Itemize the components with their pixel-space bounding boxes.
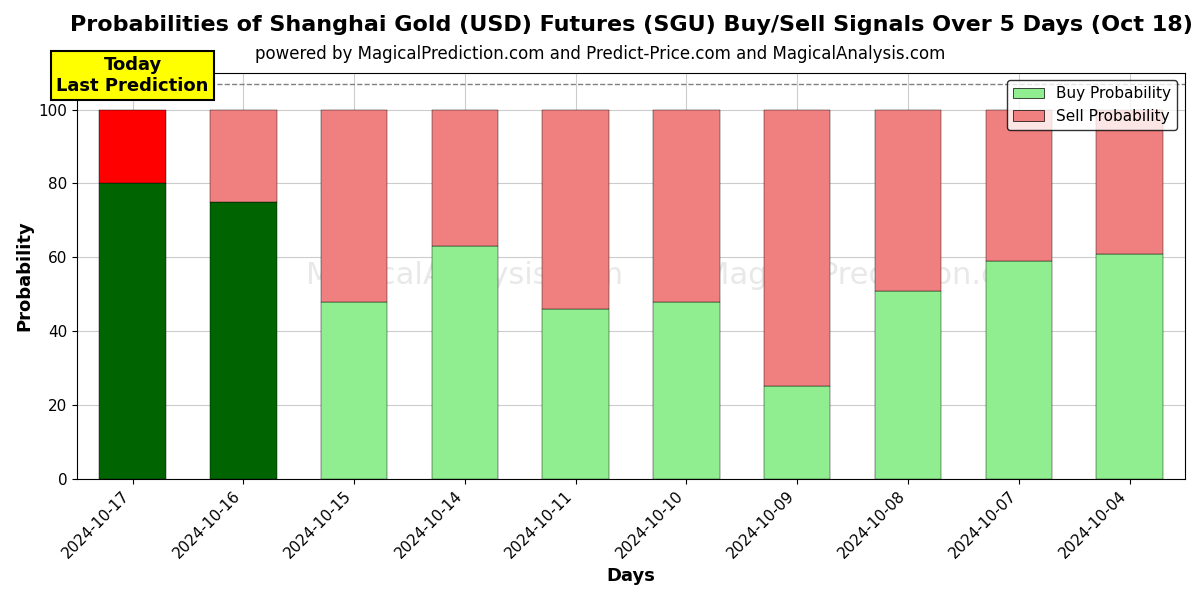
Y-axis label: Probability: Probability	[14, 220, 32, 331]
Bar	[653, 302, 720, 479]
Text: powered by MagicalPrediction.com and Predict-Price.com and MagicalAnalysis.com: powered by MagicalPrediction.com and Pre…	[254, 45, 946, 63]
Legend: Buy Probability, Sell Probability: Buy Probability, Sell Probability	[1007, 80, 1177, 130]
Bar	[210, 110, 276, 202]
Bar	[320, 302, 388, 479]
Bar	[875, 290, 941, 479]
X-axis label: Days: Days	[607, 567, 655, 585]
Bar	[432, 246, 498, 479]
Text: MagicalAnalysis.com: MagicalAnalysis.com	[306, 261, 624, 290]
Text: Today
Last Prediction: Today Last Prediction	[56, 56, 209, 95]
Bar	[320, 110, 388, 302]
Bar	[985, 110, 1052, 261]
Text: MagicalPrediction.com: MagicalPrediction.com	[703, 261, 1046, 290]
Bar	[985, 261, 1052, 479]
Bar	[542, 110, 608, 309]
Bar	[432, 110, 498, 246]
Bar	[764, 110, 830, 386]
Title: Probabilities of Shanghai Gold (USD) Futures (SGU) Buy/Sell Signals Over 5 Days : Probabilities of Shanghai Gold (USD) Fut…	[70, 15, 1193, 35]
Bar	[653, 110, 720, 302]
Bar	[210, 202, 276, 479]
Bar	[100, 110, 166, 184]
Bar	[764, 386, 830, 479]
Bar	[100, 184, 166, 479]
Bar	[1097, 110, 1163, 254]
Bar	[875, 110, 941, 290]
Bar	[1097, 254, 1163, 479]
Bar	[542, 309, 608, 479]
